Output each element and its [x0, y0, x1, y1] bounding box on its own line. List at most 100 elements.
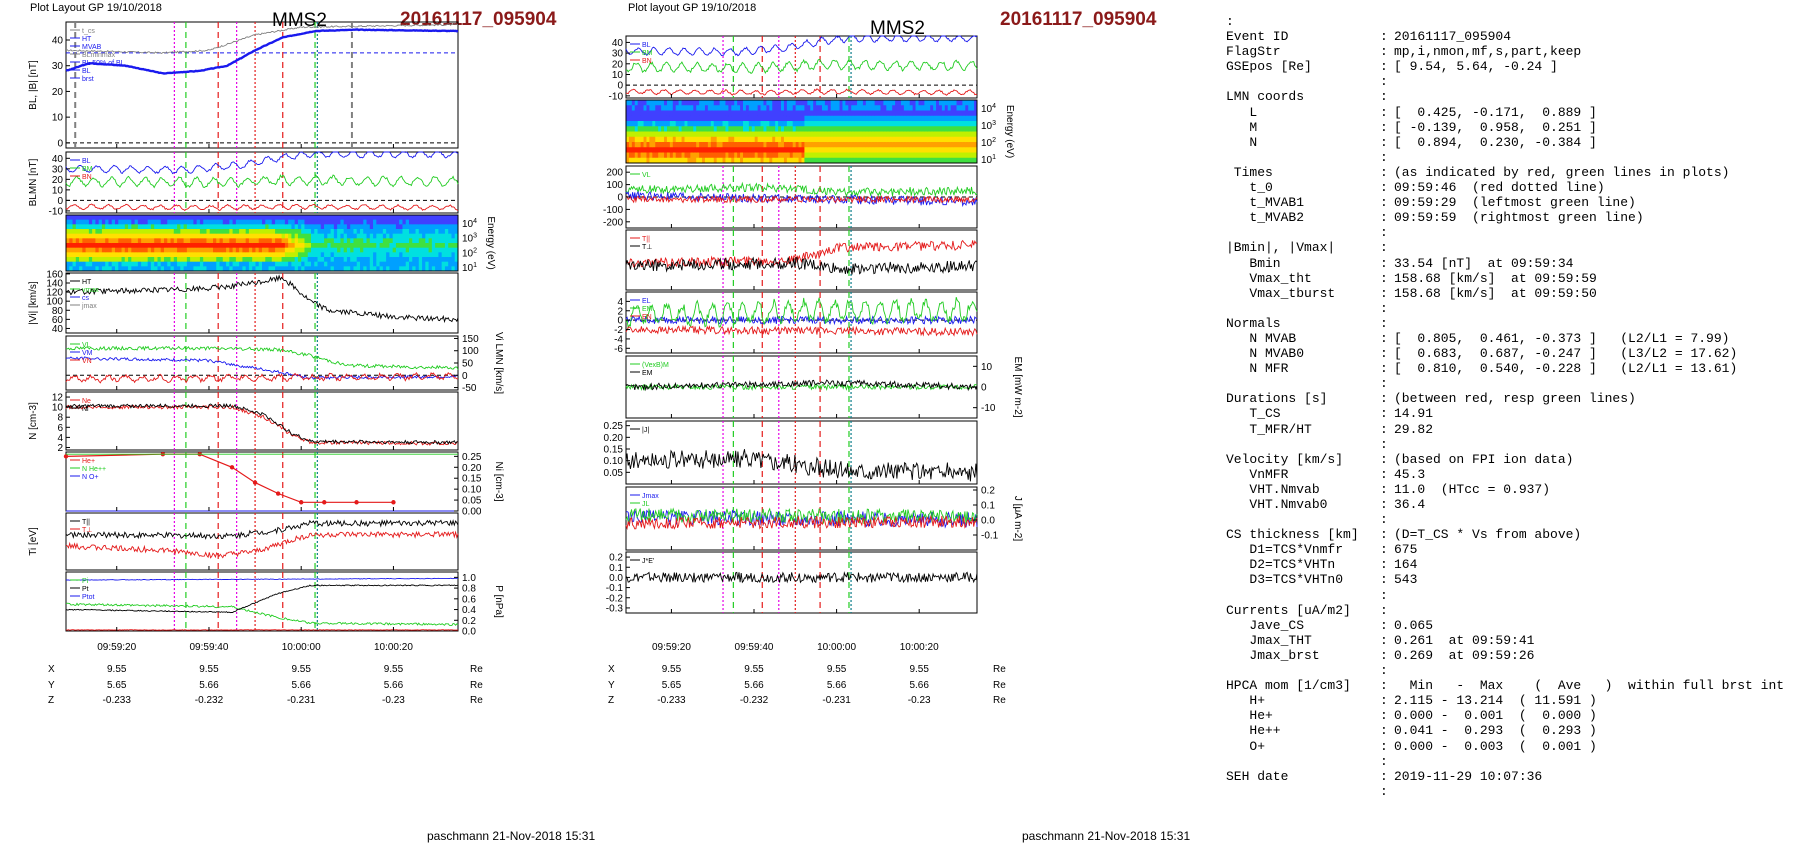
info-row: Times: (as indicated by red, green lines …: [1226, 165, 1798, 180]
spectrogram-cell: [883, 121, 887, 127]
spectrogram-cell: [134, 238, 139, 244]
spectrogram-cell: [895, 115, 899, 122]
spectrogram-cell: [813, 142, 817, 148]
spectrogram-cell: [324, 233, 328, 239]
spectrogram-cell: [353, 261, 358, 267]
spectrogram-cell: [865, 157, 870, 164]
spectrogram-cell: [947, 152, 952, 159]
spectrogram-cell: [320, 252, 325, 258]
spectrogram-cell: [150, 266, 155, 272]
spectrogram-cell: [418, 219, 423, 225]
spectrogram-cell: [425, 238, 429, 244]
spectrogram-cell: [451, 233, 456, 239]
spectrogram-cell: [379, 257, 384, 263]
spectrogram-cell: [900, 126, 905, 132]
spectrogram-cell: [953, 110, 957, 117]
spectrogram-cell: [646, 100, 650, 106]
spectrogram-cell: [710, 147, 715, 153]
spectrogram-cell: [836, 121, 840, 127]
spectrogram-cell: [144, 215, 149, 221]
y-tick-label: 0: [617, 316, 623, 327]
spectrogram-cell: [634, 126, 639, 132]
spectrogram-cell: [147, 247, 152, 253]
spectrogram-cell: [288, 224, 292, 230]
spectrogram-cell: [441, 261, 446, 267]
spectrogram-cell: [186, 247, 191, 253]
spectrogram-cell: [111, 233, 116, 239]
spectrogram-cell: [301, 219, 305, 225]
info-key: D3=TCS*VHTn0: [1226, 572, 1344, 588]
spectrogram-cell: [115, 233, 119, 239]
ephemeris-value: 5.66: [291, 680, 311, 691]
spectrogram-cell: [203, 233, 207, 239]
spectrogram-cell: [121, 219, 126, 225]
spectrogram-cell: [226, 266, 230, 272]
spectrogram-cell: [842, 126, 846, 132]
panel-frame: [625, 229, 978, 291]
info-sep: :: [1380, 542, 1388, 558]
info-key: Jmax_brst: [1226, 647, 1320, 663]
spectrogram-cell: [121, 247, 126, 253]
spectrogram-cell: [836, 147, 840, 153]
spectrogram-cell: [101, 238, 106, 244]
spectrogram-cell: [252, 229, 256, 235]
spectrogram-cell: [810, 147, 814, 153]
spectrogram-cell: [196, 257, 201, 263]
info-value: 0.000 - 0.003 ( 0.001 ): [1394, 738, 1597, 754]
spectrogram-cell: [232, 261, 237, 267]
info-row: N MVAB:[ 0.805, 0.461, -0.373 ] (L2/L1 =…: [1226, 331, 1798, 346]
spectrogram-cell: [874, 105, 878, 111]
legend-label: t_cs: [82, 28, 95, 35]
spectrogram-cell: [974, 157, 978, 164]
spectrogram-cell: [448, 229, 452, 235]
right-tick-label: 100: [462, 346, 479, 357]
spectrogram-cell: [150, 215, 155, 221]
spectrogram-cell: [343, 224, 348, 230]
spectrogram-cell: [845, 126, 849, 132]
spectrogram-cell: [766, 142, 770, 148]
spectrogram-cell: [658, 142, 662, 148]
spectrogram-cell: [702, 115, 706, 122]
spectrogram-cell: [271, 261, 276, 267]
spectrogram-cell: [965, 100, 969, 106]
spectrogram-cell: [851, 142, 855, 148]
spectrogram-cell: [640, 100, 644, 106]
spectrogram-cell: [134, 261, 139, 267]
spectrogram-cell: [356, 266, 361, 272]
spectrogram-cell: [722, 126, 726, 132]
spectrogram-cell: [693, 136, 697, 143]
spectrogram-cell: [454, 224, 459, 230]
spectrogram-cell: [124, 238, 129, 244]
spectrogram-cell: [128, 238, 132, 244]
spectrogram-cell: [356, 243, 361, 249]
spectrogram-cell: [734, 100, 738, 106]
spectrogram-cell: [672, 136, 677, 143]
spectrogram-cell: [947, 136, 952, 143]
spectrogram-cell: [760, 147, 764, 153]
spectrogram-cell: [229, 233, 233, 239]
info-row: Jave_CS:0.065: [1226, 618, 1798, 633]
spectrogram-cell: [213, 224, 217, 230]
spectrogram-cell: [343, 215, 348, 221]
spectrogram-cell: [751, 157, 756, 164]
spectrogram-cell: [649, 115, 653, 122]
spectrogram-cell: [813, 131, 817, 138]
spectrogram-cell: [206, 219, 211, 225]
ephemeris-label: X: [608, 664, 615, 675]
spectrogram-cell: [79, 257, 83, 263]
spectrogram-cell: [379, 215, 384, 221]
spectrogram-cell: [66, 266, 70, 272]
series-line: [65, 28, 459, 75]
y-tick-label: 0.1: [609, 563, 623, 574]
spectrogram-cell: [72, 224, 77, 230]
spectrogram-cell: [631, 105, 636, 111]
time-tick-label: 10:00:20: [374, 642, 413, 653]
spectrogram-cell: [307, 247, 312, 253]
spectrogram-cell: [877, 157, 881, 164]
spectrogram-cell: [101, 243, 106, 249]
spectrogram-cell: [956, 157, 960, 164]
info-row: Bmin:33.54 [nT] at 09:59:34: [1226, 256, 1798, 271]
spectrogram-cell: [75, 252, 80, 258]
spectrogram-cell: [376, 257, 380, 263]
